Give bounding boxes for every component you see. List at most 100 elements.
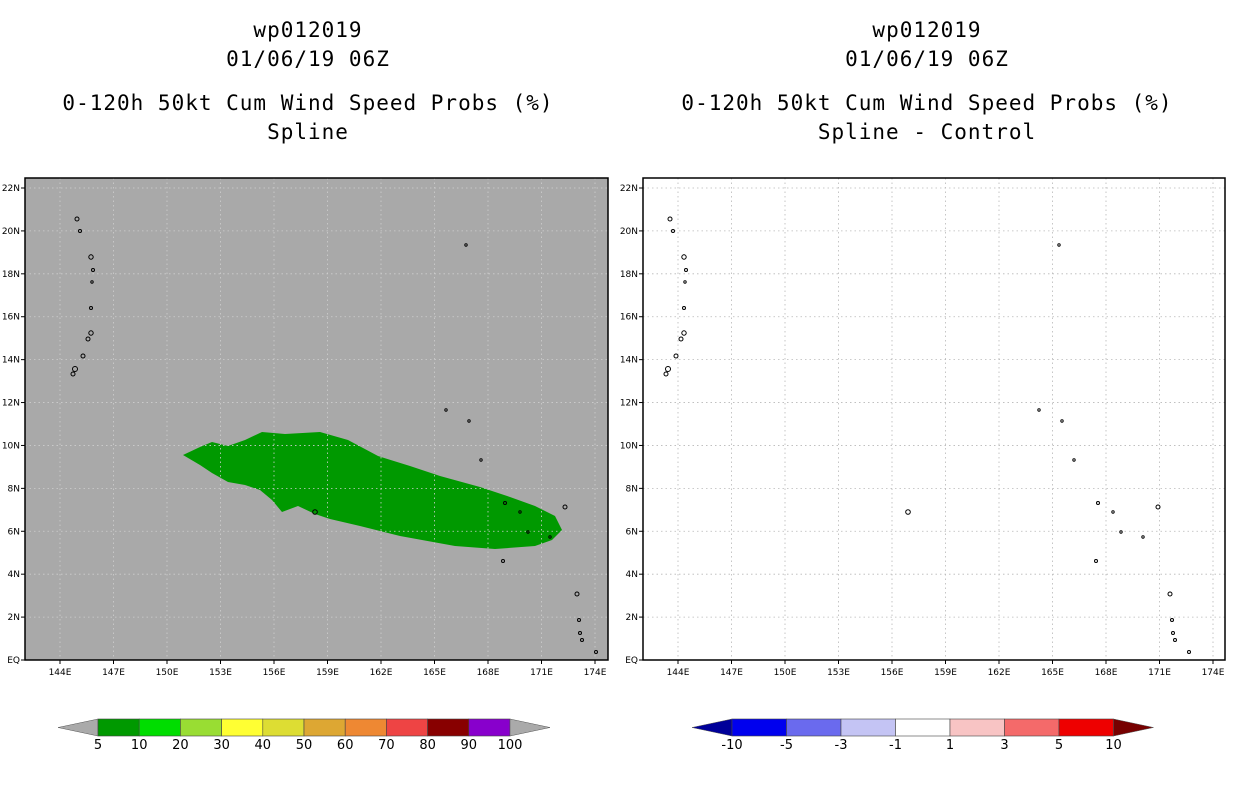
colorbar-high-end (1113, 718, 1154, 737)
right-subtitle: 0-120h 50kt Cum Wind Speed Probs (%) (681, 91, 1173, 115)
island-outline (88, 330, 94, 336)
colorbar-label: -3 (835, 738, 848, 753)
latitude-label: 6N (626, 527, 638, 537)
colorbar-low-end (691, 718, 733, 737)
longitude-label: 162E (988, 668, 1011, 678)
colorbar-label: 5 (94, 738, 102, 753)
colorbar-label: -10 (721, 738, 742, 753)
colorbar-segment (949, 718, 1005, 737)
right-map-gridlines (643, 178, 1225, 660)
island-outline (80, 353, 86, 359)
island-outline (681, 254, 687, 260)
longitude-label: 144E (49, 668, 72, 678)
colorbar-segment (786, 718, 842, 737)
island-outline (526, 530, 530, 534)
longitude-label: 174E (584, 668, 607, 678)
latitude-label: EQ (625, 656, 638, 666)
island-outline (678, 336, 684, 342)
colorbar-segment (840, 718, 896, 737)
longitude-label: 171E (1148, 668, 1171, 678)
island-outline (548, 535, 552, 539)
island-outline (684, 268, 688, 272)
island-outline (89, 306, 93, 310)
island-outline (467, 419, 471, 423)
colorbar-label: 90 (461, 738, 478, 753)
island-outline (1111, 510, 1115, 514)
island-outline (85, 336, 91, 342)
colorbar-segment (427, 718, 470, 737)
right-datetime: 01/06/19 06Z (845, 47, 1009, 71)
colorbar-label: 50 (296, 738, 313, 753)
right-method: Spline - Control (817, 120, 1037, 144)
island-outline (562, 504, 568, 510)
colorbar-low-end (57, 718, 99, 737)
longitude-label: 153E (209, 668, 232, 678)
island-outline (312, 509, 318, 515)
island-outline (1096, 501, 1100, 505)
longitude-label: 165E (423, 668, 446, 678)
colorbar-label: 3 (1000, 738, 1008, 753)
colorbar-segment (262, 718, 305, 737)
island-outline (681, 330, 687, 336)
latitude-label: 8N (8, 484, 20, 494)
left-datetime: 01/06/19 06Z (226, 47, 390, 71)
colorbar-segment (895, 718, 951, 737)
colorbar-segment (1058, 718, 1114, 737)
longitude-label: 174E (1202, 668, 1225, 678)
island-outline (501, 559, 505, 563)
island-outline (1170, 618, 1174, 622)
right-storm-id: wp012019 (872, 18, 982, 42)
latitude-label: 4N (626, 570, 638, 580)
longitude-label: 168E (477, 668, 500, 678)
longitude-label: 147E (102, 668, 125, 678)
island-outline (1167, 591, 1173, 597)
latitude-label: 2N (626, 613, 638, 623)
colorbar-segment (731, 718, 787, 737)
probability-area (183, 432, 562, 549)
longitude-label: 156E (881, 668, 904, 678)
island-outline (518, 510, 522, 514)
island-outline (1119, 530, 1123, 534)
island-outline (673, 353, 679, 359)
latitude-label: 18N (620, 270, 638, 280)
island-outline (683, 280, 687, 284)
left-map-frame (24, 177, 609, 661)
island-outline (671, 229, 675, 233)
longitude-label: 171E (530, 668, 553, 678)
left-map-gridlines (25, 178, 607, 660)
island-outline (1141, 535, 1145, 539)
island-outline (665, 366, 671, 372)
colorbar-segment (468, 718, 511, 737)
colorbar-high-end (509, 718, 551, 737)
colorbar-label: 1 (946, 738, 954, 753)
longitude-label: 144E (667, 668, 690, 678)
island-outline (1057, 243, 1061, 247)
colorbar-label: 80 (419, 738, 436, 753)
latitude-label: 22N (2, 184, 20, 194)
latitude-label: 6N (8, 527, 20, 537)
island-outline (580, 638, 584, 642)
longitude-label: 156E (263, 668, 286, 678)
latitude-label: 22N (620, 184, 638, 194)
latitude-label: 10N (2, 441, 20, 451)
colorbar-segment (1004, 718, 1060, 737)
island-outline (444, 408, 448, 412)
right-map-ticks: 22N 20N 18N 16N 14N 12N 10N 8N 6N 4N 2N EQ 144E 147E 1… (620, 184, 1225, 678)
longitude-label: 147E (720, 668, 743, 678)
left-map-background (25, 178, 608, 660)
island-outline (663, 371, 669, 377)
latitude-label: 8N (626, 484, 638, 494)
left-colorbar: 5 10 20 30 40 50 60 70 80 90 100 (57, 718, 551, 753)
latitude-label: 10N (620, 441, 638, 451)
latitude-label: 12N (2, 399, 20, 409)
island-outline (90, 280, 94, 284)
colorbar-segment (344, 718, 387, 737)
latitude-label: 2N (8, 613, 20, 623)
colorbar-segment (386, 718, 428, 737)
island-outline (1187, 650, 1191, 654)
latitude-label: 20N (2, 227, 20, 237)
colorbar-label: 10 (1105, 738, 1122, 753)
island-outline (905, 509, 911, 515)
